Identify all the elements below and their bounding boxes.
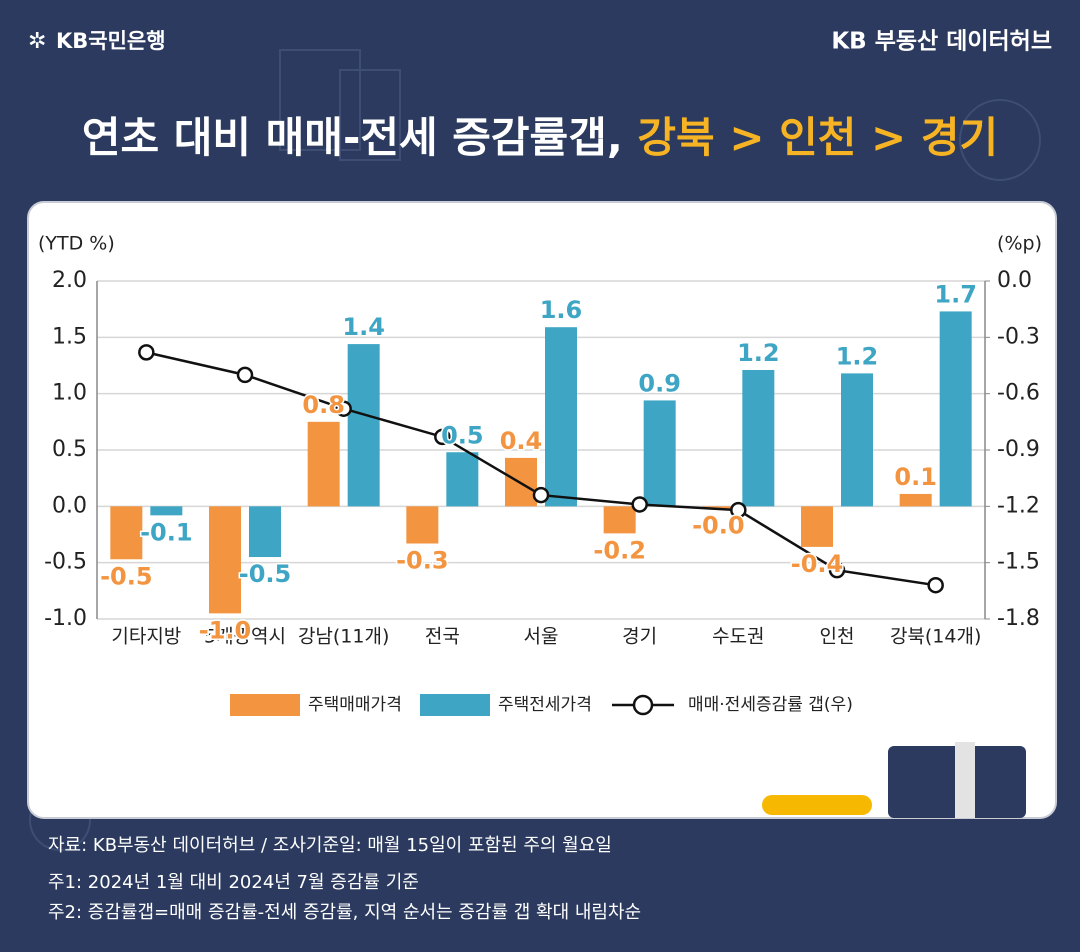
note: 주2: 증감률갭=매매 증감률-전세 증감률, 지역 순서는 증감률 갭 확대 … <box>48 902 641 923</box>
marker <box>138 344 155 361</box>
value-label: -0.1 <box>140 518 192 546</box>
legend-swatch <box>420 694 490 716</box>
marker <box>927 576 944 594</box>
y2-tick-label: -0.6 <box>997 381 1040 406</box>
bar <box>841 373 873 507</box>
value-label: -0.5 <box>100 562 152 590</box>
x-tick-label: 5개광역시 <box>204 626 286 648</box>
bar <box>110 506 143 560</box>
bar <box>307 421 340 507</box>
chart-panel <box>27 201 1057 819</box>
legend-label: 주택전세가격 <box>498 695 592 715</box>
y2-tick-label: -1.2 <box>997 493 1040 518</box>
x-tick-label: 수도권 <box>712 626 764 648</box>
value-label: 0.9 <box>638 369 681 397</box>
value-label: 1.2 <box>737 339 780 367</box>
bar <box>406 506 439 544</box>
y2-tick-label: -1.8 <box>997 606 1040 631</box>
y-tick-label: -0.5 <box>44 550 87 575</box>
legend-marker <box>632 694 654 716</box>
x-tick-label: 강북(14개) <box>890 626 981 648</box>
bar <box>249 506 281 558</box>
logo: KB국민은행 <box>56 29 166 53</box>
y-tick-label: 1.0 <box>52 381 87 406</box>
bar <box>801 506 833 547</box>
x-tick-label: 강남(11개) <box>298 626 389 648</box>
x-tick-label: 인천 <box>820 626 855 648</box>
y2-tick-label: 0.0 <box>997 268 1032 293</box>
y-axis-label: (YTD %) <box>38 233 115 255</box>
bar <box>347 344 380 507</box>
legend-swatch <box>230 694 300 716</box>
note: 주1: 2024년 1월 대비 2024년 7월 증감률 기준 <box>48 872 419 893</box>
marker <box>236 366 254 384</box>
value-label: 0.5 <box>441 421 484 449</box>
value-label: 1.7 <box>934 280 977 308</box>
value-label: 1.4 <box>342 313 385 341</box>
bar <box>150 506 183 516</box>
bar <box>643 400 676 507</box>
x-tick-label: 기타지방 <box>111 626 181 648</box>
legend-label: 매매·전세증감률 갭(우) <box>688 695 853 715</box>
brand: KB 부동산 데이터허브 <box>831 29 1052 55</box>
marker <box>532 486 550 504</box>
chart: (YTD %) (%p) -1.0 -0.5 0.0 0.5 1.0 1.5 2.0 -1.8 -1… <box>38 233 1042 716</box>
bar <box>702 506 735 509</box>
y2-tick-label: -0.3 <box>997 324 1040 349</box>
value-label: -1.0 <box>199 616 251 644</box>
bar <box>899 493 932 507</box>
value-label: 0.4 <box>500 427 543 455</box>
marker <box>335 400 352 417</box>
logo-mark: ✲ <box>28 29 46 54</box>
x-tick-label: 서울 <box>524 626 559 648</box>
bar <box>446 452 479 507</box>
marker <box>434 428 451 446</box>
value-label: -0.3 <box>396 547 448 575</box>
value-label: -0.0 <box>692 512 744 540</box>
bar <box>545 327 577 507</box>
y-tick-label: 0.0 <box>52 493 87 518</box>
value-label: 1.6 <box>540 296 583 324</box>
y2-tick-label: -1.5 <box>997 550 1040 575</box>
y-tick-label: -1.0 <box>44 606 87 631</box>
value-label: -0.4 <box>791 550 843 578</box>
decoration <box>762 795 872 815</box>
marker <box>631 496 648 513</box>
value-label: 0.8 <box>302 391 345 419</box>
y2-tick-label: -0.9 <box>997 437 1040 462</box>
marker <box>730 501 747 519</box>
bar <box>209 506 241 614</box>
marker <box>828 561 846 579</box>
decoration <box>955 742 975 818</box>
title-highlight: 강북 > 인천 > 경기 <box>637 113 998 162</box>
y-tick-label: 1.5 <box>52 324 87 349</box>
x-tick-label: 전국 <box>425 626 460 648</box>
bar <box>939 311 972 507</box>
bar <box>603 506 636 534</box>
value-label: -0.5 <box>239 560 291 588</box>
value-label: -0.2 <box>593 536 645 564</box>
value-label: 0.1 <box>894 463 937 491</box>
y-tick-label: 2.0 <box>52 268 87 293</box>
value-label: 1.2 <box>836 342 879 370</box>
y2-axis-label: (%p) <box>997 233 1042 255</box>
title: 연초 대비 매매-전세 증감률갭, 강북 > 인천 > 경기 <box>82 113 998 162</box>
y-tick-label: 0.5 <box>52 437 87 462</box>
legend-label: 주택매매가격 <box>308 695 402 715</box>
bar <box>742 370 775 507</box>
x-tick-label: 경기 <box>622 626 657 648</box>
decoration <box>29 49 1041 851</box>
title-main: 연초 대비 매매-전세 증감률갭, <box>82 113 638 162</box>
note: 자료: KB부동산 데이터허브 / 조사기준일: 매월 15일이 포함된 주의 … <box>48 835 612 856</box>
